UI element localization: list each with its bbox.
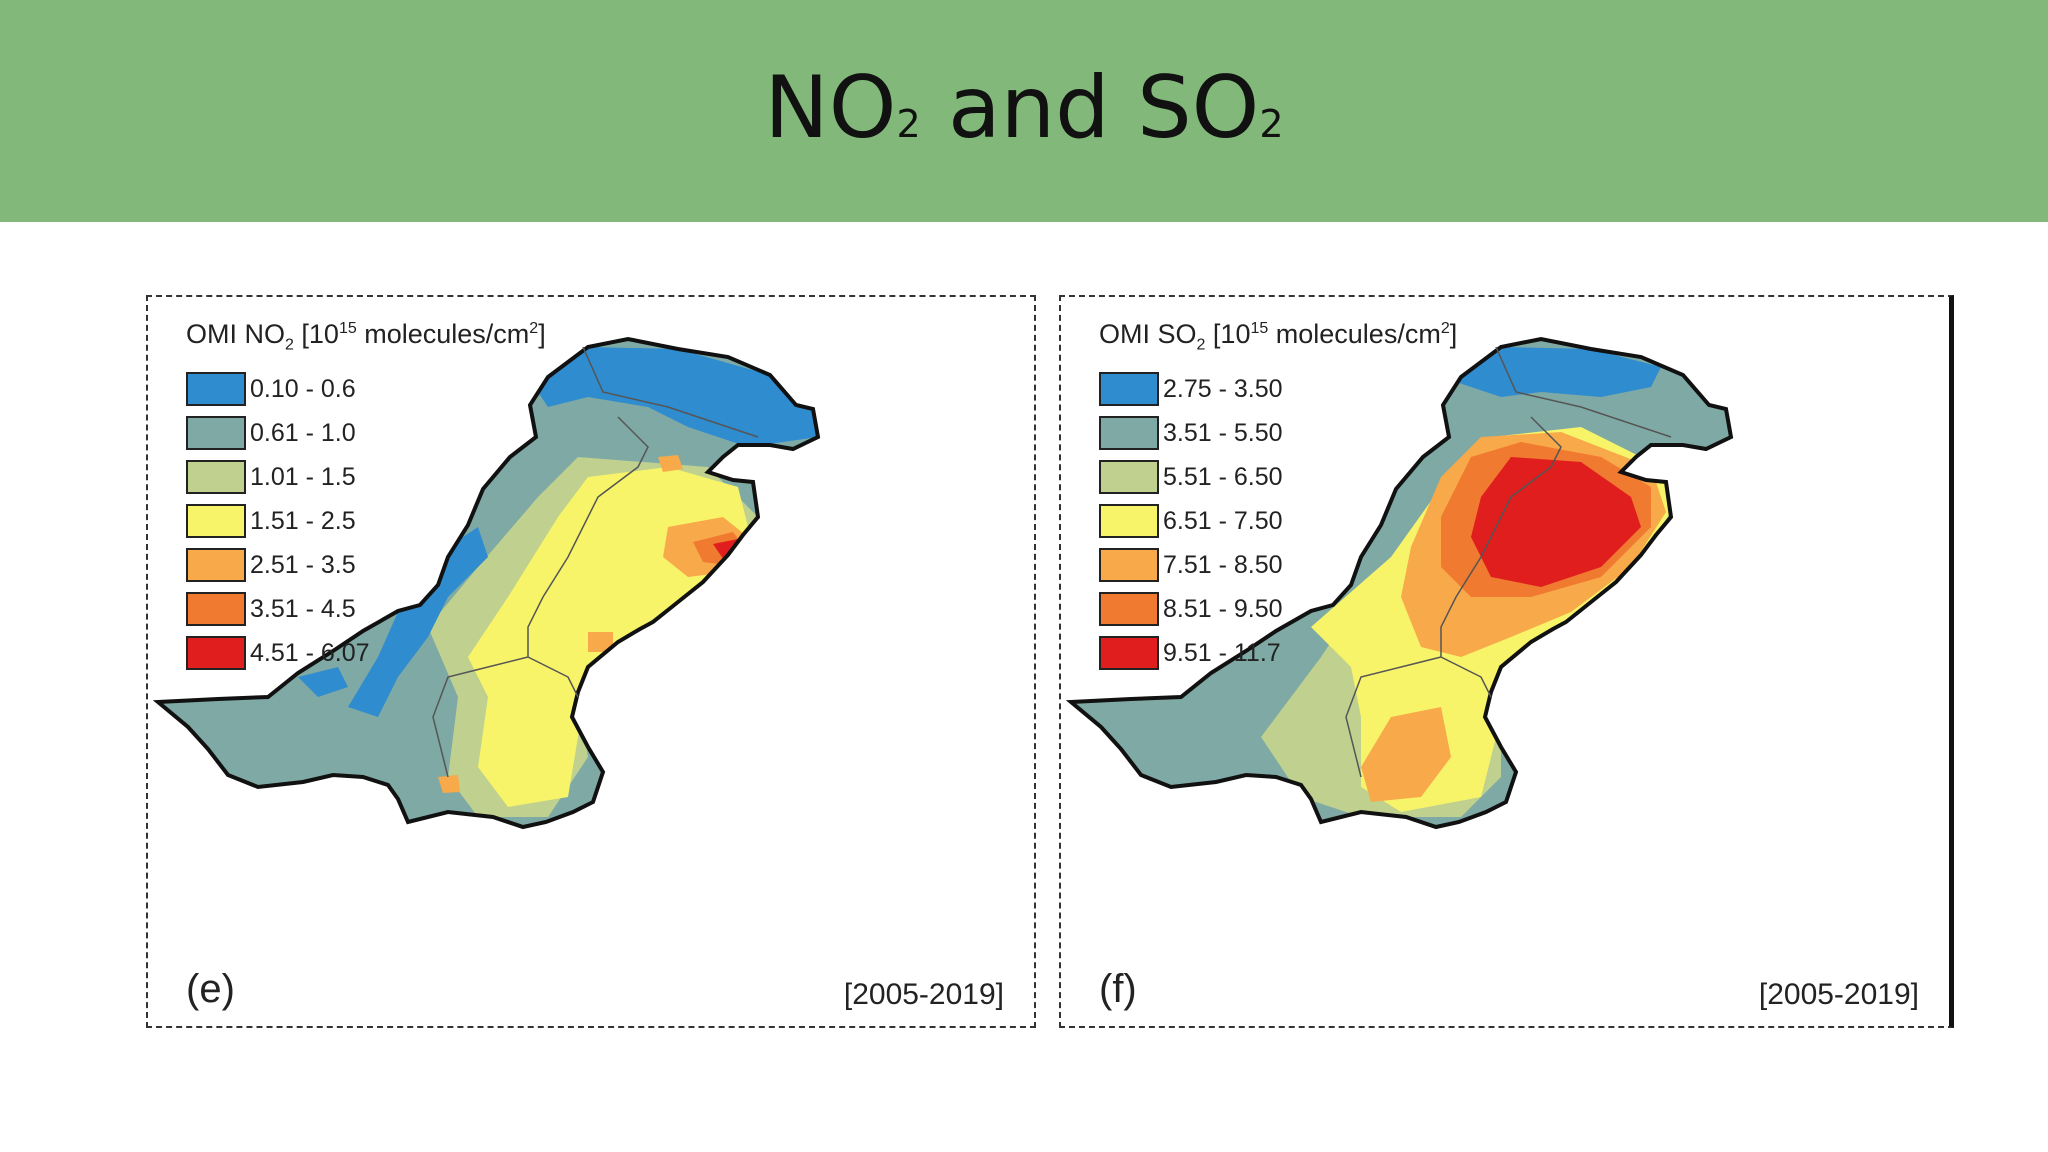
legend-label: 8.51 - 9.50 <box>1163 594 1283 623</box>
legend-label: 1.01 - 1.5 <box>250 462 356 491</box>
legend-label: 6.51 - 7.50 <box>1163 506 1283 535</box>
legend-item: 2.75 - 3.50 <box>1099 367 1283 411</box>
legend-label: 3.51 - 4.5 <box>250 594 356 623</box>
legend-swatch <box>1099 416 1159 450</box>
legend-item: 8.51 - 9.50 <box>1099 587 1283 631</box>
legend-label: 9.51 - 11.7 <box>1163 638 1281 667</box>
no2-legend-title: OMI NO2 [1015 molecules/cm2] <box>186 319 546 354</box>
legend-item: 1.51 - 2.5 <box>186 499 370 543</box>
legend-label: 0.10 - 0.6 <box>250 374 356 403</box>
legend-swatch <box>186 416 246 450</box>
legend-title-text: OMI SO <box>1099 319 1197 349</box>
title-subscript-no: 2 <box>896 102 921 146</box>
legend-swatch <box>186 460 246 494</box>
title-part-so: and SO <box>920 58 1260 158</box>
legend-title-text: ] <box>538 319 546 349</box>
no2-map-panel: OMI NO2 [1015 molecules/cm2] 0.10 - 0.6 … <box>146 295 1036 1028</box>
legend-swatch <box>1099 504 1159 538</box>
legend-title-subscript: 2 <box>1196 336 1206 354</box>
so2-map-panel: OMI SO2 [1015 molecules/cm2] 2.75 - 3.50… <box>1059 295 1954 1028</box>
legend-label: 2.75 - 3.50 <box>1163 374 1283 403</box>
legend-title-exponent: 15 <box>338 320 357 337</box>
legend-title-text: ] <box>1449 319 1458 349</box>
no2-province-borders <box>432 346 759 778</box>
so2-period-label: [2005-2019] <box>1758 978 1919 1011</box>
legend-swatch <box>1099 372 1159 406</box>
legend-item: 4.51 - 6.07 <box>186 631 370 675</box>
legend-label: 3.51 - 5.50 <box>1163 418 1283 447</box>
legend-title-text: OMI NO <box>186 319 285 349</box>
legend-swatch <box>1099 548 1159 582</box>
no2-legend: 0.10 - 0.6 0.61 - 1.0 1.01 - 1.5 1.51 - … <box>186 367 370 675</box>
legend-title-subscript: 2 <box>285 336 294 354</box>
legend-label: 2.51 - 3.5 <box>250 550 356 579</box>
so2-legend: 2.75 - 3.50 3.51 - 5.50 5.51 - 6.50 6.51… <box>1099 367 1283 675</box>
legend-label: 4.51 - 6.07 <box>250 638 370 667</box>
no2-panel-letter: (e) <box>186 967 235 1011</box>
legend-label: 5.51 - 6.50 <box>1163 462 1283 491</box>
legend-item: 0.10 - 0.6 <box>186 367 370 411</box>
legend-swatch <box>186 372 246 406</box>
so2-province-borders <box>1345 346 1672 778</box>
legend-label: 0.61 - 1.0 <box>250 418 356 447</box>
legend-swatch <box>1099 592 1159 626</box>
no2-period-label: [2005-2019] <box>843 978 1004 1011</box>
legend-item: 0.61 - 1.0 <box>186 411 370 455</box>
legend-swatch <box>186 592 246 626</box>
legend-title-text: [10 <box>1205 319 1251 349</box>
legend-swatch <box>1099 636 1159 670</box>
so2-country-border <box>1065 336 1734 830</box>
slide-title: NO2 and SO2 <box>0 58 2048 158</box>
legend-item: 7.51 - 8.50 <box>1099 543 1283 587</box>
no2-map <box>152 336 821 830</box>
legend-swatch <box>186 548 246 582</box>
legend-label: 1.51 - 2.5 <box>250 506 356 535</box>
legend-swatch <box>186 636 246 670</box>
legend-title-text: [10 <box>293 319 339 349</box>
so2-panel-letter: (f) <box>1099 967 1137 1011</box>
legend-item: 3.51 - 4.5 <box>186 587 370 631</box>
title-bar <box>0 0 2048 222</box>
legend-item: 6.51 - 7.50 <box>1099 499 1283 543</box>
title-subscript-so: 2 <box>1259 102 1284 146</box>
legend-title-unit-exponent: 2 <box>1440 320 1450 337</box>
so2-legend-title: OMI SO2 [1015 molecules/cm2] <box>1099 319 1457 354</box>
legend-title-exponent: 15 <box>1250 320 1269 337</box>
legend-item: 1.01 - 1.5 <box>186 455 370 499</box>
legend-label: 7.51 - 8.50 <box>1163 550 1283 579</box>
legend-item: 3.51 - 5.50 <box>1099 411 1283 455</box>
legend-swatch <box>1099 460 1159 494</box>
legend-swatch <box>186 504 246 538</box>
legend-title-unit: molecules/cm <box>1268 319 1441 349</box>
so2-map <box>1065 336 1734 830</box>
legend-title-unit-exponent: 2 <box>529 320 539 337</box>
no2-country-border <box>152 336 821 830</box>
legend-item: 9.51 - 11.7 <box>1099 631 1283 675</box>
legend-title-unit: molecules/cm <box>356 319 530 349</box>
legend-item: 5.51 - 6.50 <box>1099 455 1283 499</box>
legend-item: 2.51 - 3.5 <box>186 543 370 587</box>
title-part-no: NO <box>764 58 897 158</box>
